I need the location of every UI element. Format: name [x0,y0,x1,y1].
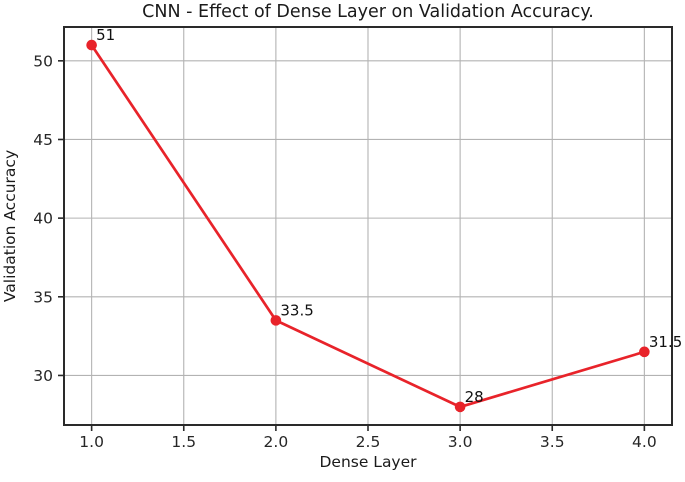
point-label: 33.5 [280,301,313,319]
x-axis-label: Dense Layer [319,453,417,471]
point-label: 28 [465,388,484,406]
x-tick-label: 1.5 [171,433,196,451]
data-point [270,315,282,326]
point-label: 51 [96,26,115,44]
x-tick-label: 4.0 [632,433,657,451]
y-tick-label: 40 [33,210,53,228]
axis-layer: 1.0 1.5 2.0 2.5 3.0 3.5 4.0 30 35 40 45 50 [33,26,673,451]
data-point [454,401,466,413]
x-tick-label: 3.5 [540,433,565,451]
x-tick-label: 2.0 [264,433,289,451]
x-tick-label: 1.0 [79,433,104,451]
y-tick-label: 35 [33,288,53,306]
x-tick-label: 3.0 [448,433,473,451]
data-layer: 51 33.5 28 31.5 [86,26,682,413]
y-tick-label: 45 [33,131,53,149]
chart-title: CNN - Effect of Dense Layer on Validatio… [142,2,594,22]
point-label: 31.5 [649,333,682,351]
data-point [639,346,650,358]
y-tick-label: 30 [33,367,53,385]
data-point [86,39,97,51]
x-tick-label: 2.5 [356,433,381,451]
data-line [90,43,646,409]
y-axis-label: Validation Accuracy [1,150,19,302]
grid-layer [64,27,672,425]
y-tick-label: 50 [33,52,53,70]
